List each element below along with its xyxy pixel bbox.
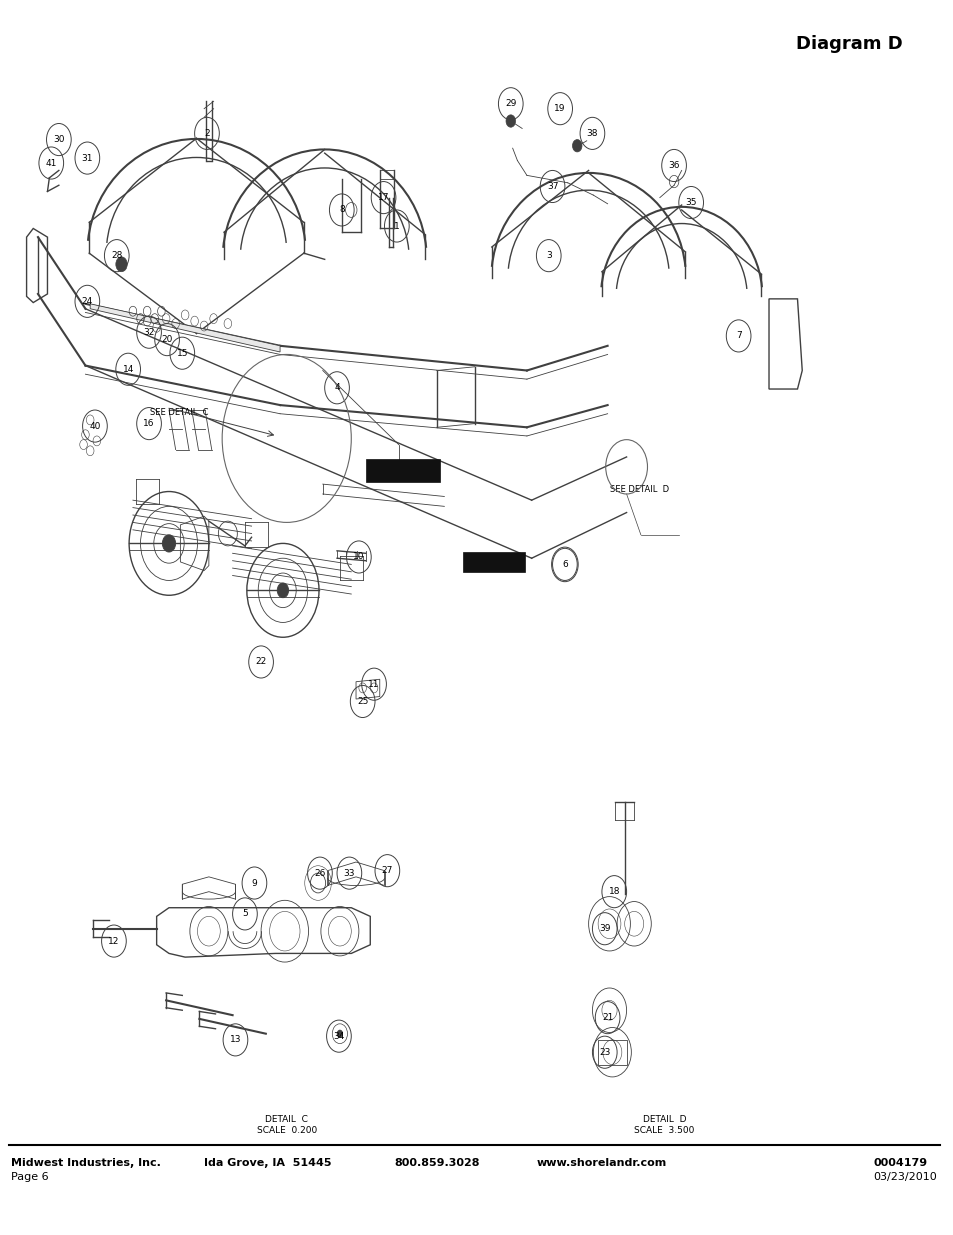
Text: 40: 40	[90, 421, 100, 431]
Text: 41: 41	[46, 158, 57, 168]
Text: 6: 6	[561, 559, 567, 569]
Text: 4: 4	[334, 383, 339, 393]
Text: 9: 9	[252, 878, 257, 888]
FancyBboxPatch shape	[365, 459, 439, 482]
Text: 0004179: 0004179	[873, 1158, 926, 1168]
Text: 03/23/2010: 03/23/2010	[873, 1172, 936, 1182]
Circle shape	[505, 115, 515, 127]
Text: 16: 16	[143, 419, 154, 429]
Circle shape	[277, 583, 289, 598]
Text: Midwest Industries, Inc.: Midwest Industries, Inc.	[11, 1158, 161, 1168]
Text: 7: 7	[735, 331, 740, 341]
Text: 23: 23	[598, 1047, 610, 1057]
Text: 37: 37	[546, 182, 558, 191]
Text: 22: 22	[255, 657, 267, 667]
Text: 36: 36	[668, 161, 679, 170]
Text: 19: 19	[554, 104, 565, 114]
Text: Diagram D: Diagram D	[796, 35, 902, 53]
Text: 14: 14	[122, 364, 133, 374]
Text: 32: 32	[143, 327, 154, 337]
Circle shape	[115, 257, 127, 272]
Text: 35: 35	[684, 198, 697, 207]
Text: 39: 39	[598, 924, 610, 934]
Text: 15: 15	[176, 348, 188, 358]
Text: 33: 33	[343, 868, 355, 878]
Circle shape	[336, 1030, 342, 1037]
Polygon shape	[91, 304, 280, 352]
Text: DETAIL  C
SCALE  0.200: DETAIL C SCALE 0.200	[256, 1115, 316, 1135]
FancyBboxPatch shape	[463, 552, 524, 572]
Text: 27: 27	[381, 866, 393, 876]
Text: SEE DETAIL  C: SEE DETAIL C	[150, 408, 209, 416]
Text: SEE DETAIL  D: SEE DETAIL D	[609, 485, 668, 494]
Text: DETAIL  D
SCALE  3.500: DETAIL D SCALE 3.500	[634, 1115, 694, 1135]
Text: 13: 13	[230, 1035, 241, 1045]
Text: 800.859.3028: 800.859.3028	[394, 1158, 479, 1168]
Text: 38: 38	[586, 128, 598, 138]
Text: Ida Grove, IA  51445: Ida Grove, IA 51445	[204, 1158, 332, 1168]
Text: www.shorelandr.com: www.shorelandr.com	[536, 1158, 666, 1168]
Text: 18: 18	[608, 887, 619, 897]
Text: 17: 17	[377, 193, 389, 203]
Circle shape	[162, 535, 175, 552]
Text: 1: 1	[394, 221, 399, 231]
Text: 30: 30	[53, 135, 65, 144]
Text: Page 6: Page 6	[11, 1172, 49, 1182]
Text: 11: 11	[368, 679, 379, 689]
Text: 8: 8	[338, 205, 344, 215]
Text: 20: 20	[161, 335, 172, 345]
Text: 10: 10	[353, 552, 364, 562]
Text: 21: 21	[601, 1013, 613, 1023]
Text: 29: 29	[504, 99, 516, 109]
Text: 3: 3	[545, 251, 551, 261]
Text: 34: 34	[333, 1031, 344, 1041]
Text: 12: 12	[108, 936, 119, 946]
Text: 24: 24	[82, 296, 92, 306]
Text: 26: 26	[314, 868, 325, 878]
Circle shape	[572, 140, 581, 152]
Text: 25: 25	[356, 697, 368, 706]
Text: 2: 2	[204, 128, 210, 138]
Text: 28: 28	[111, 251, 122, 261]
Text: 5: 5	[242, 909, 248, 919]
Text: 31: 31	[82, 153, 93, 163]
